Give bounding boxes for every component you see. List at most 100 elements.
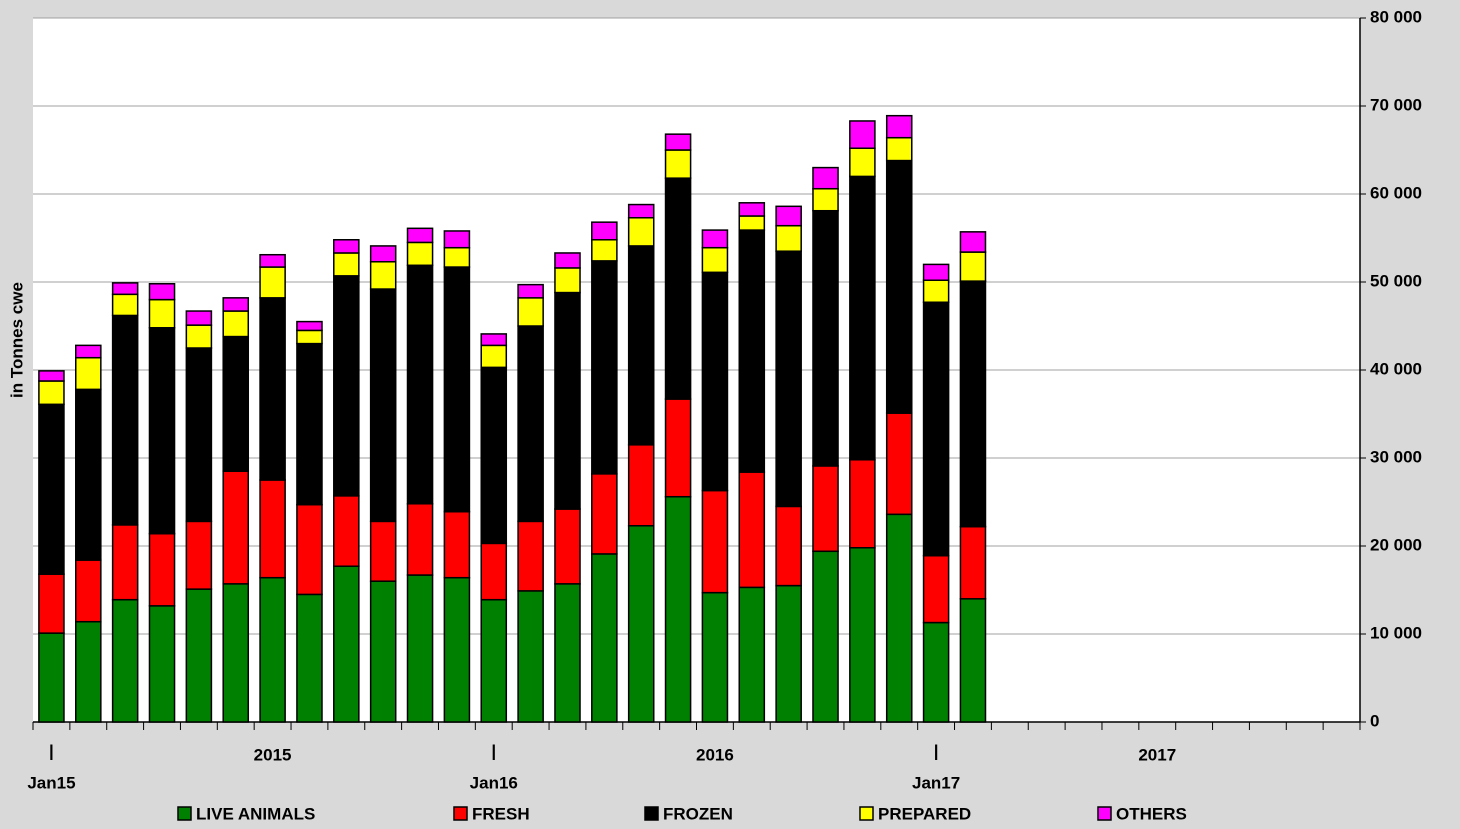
bar-segment: [701, 246, 729, 274]
bar-segment: [738, 586, 766, 723]
bar-segment: [627, 525, 655, 723]
bar-segment: [369, 261, 397, 290]
bar-segment: [664, 133, 692, 151]
bar-segment: [812, 209, 839, 467]
bar-segment: [222, 335, 250, 472]
bar-segment: [701, 271, 729, 492]
bar-segment: [296, 320, 323, 332]
legend-label: LIVE ANIMALS: [196, 804, 315, 823]
bar-segment: [554, 583, 581, 723]
bar-segment: [406, 264, 434, 505]
bar-segment: [627, 203, 655, 219]
bar-segment: [333, 239, 360, 254]
y-tick-label: 40 000: [1370, 359, 1422, 378]
bar-segment: [627, 245, 655, 446]
bar-segment: [922, 554, 950, 624]
bar-segment: [406, 227, 434, 244]
y-tick-label: 80 000: [1370, 7, 1422, 26]
bar-segment: [38, 632, 65, 723]
bar-segment: [111, 314, 139, 526]
bar-segment: [517, 283, 544, 299]
bar-segment: [517, 590, 544, 723]
bar-segment: [775, 250, 802, 508]
bar-segment: [222, 583, 250, 723]
bar-segment: [664, 495, 692, 723]
bar-segment: [75, 356, 102, 391]
bar-segment: [554, 508, 581, 585]
bar-segment: [959, 525, 987, 600]
y-tick-label: 60 000: [1370, 183, 1422, 202]
bar-segment: [849, 459, 876, 549]
bar-segment: [148, 298, 176, 329]
bar-segment: [591, 221, 618, 241]
year-label: 2015: [254, 745, 292, 764]
bar-segment: [480, 366, 508, 545]
y-tick-label: 70 000: [1370, 95, 1422, 114]
bar-segment: [959, 251, 987, 282]
bar-segment: [38, 403, 65, 575]
bar-segment: [185, 310, 213, 326]
bar-segment: [38, 380, 65, 406]
bar-segment: [443, 230, 471, 249]
bar-segment: [259, 576, 286, 723]
bar-segment: [922, 621, 950, 723]
y-tick-label: 30 000: [1370, 447, 1422, 466]
bar-segment: [296, 593, 323, 723]
bar-segment: [664, 177, 692, 400]
bar-segment: [111, 598, 139, 723]
bar-segment: [75, 344, 102, 359]
bar-segment: [812, 465, 839, 553]
period-marker: |: [491, 741, 496, 760]
bar-segment: [75, 559, 102, 623]
bar-segment: [443, 510, 471, 579]
bar-segment: [406, 574, 434, 723]
legend-label: FROZEN: [663, 804, 733, 823]
bar-segment: [480, 333, 508, 347]
legend-swatch: [453, 806, 468, 821]
legend-label: FRESH: [472, 804, 530, 823]
bar-segment: [259, 479, 286, 579]
bar-segment: [259, 253, 286, 268]
y-tick-label: 0: [1370, 711, 1379, 730]
y-tick-label: 50 000: [1370, 271, 1422, 290]
bar-segment: [480, 344, 508, 369]
legend-label: OTHERS: [1116, 804, 1187, 823]
bar-segment: [369, 580, 397, 723]
bar-segment: [480, 598, 508, 723]
bar-segment: [38, 573, 65, 634]
bar-segment: [664, 149, 692, 179]
bar-segment: [885, 136, 913, 162]
bar-segment: [849, 147, 876, 178]
bar-segment: [185, 347, 213, 523]
bar-segment: [738, 229, 766, 473]
bar-segment: [959, 231, 987, 253]
y-tick-label: 20 000: [1370, 535, 1422, 554]
bar-segment: [922, 301, 950, 557]
bar-segment: [738, 471, 766, 589]
bar-segment: [111, 293, 139, 317]
bar-segment: [812, 187, 839, 212]
bar-segment: [554, 267, 581, 294]
legend-swatch: [859, 806, 874, 821]
bar-segment: [701, 489, 729, 594]
bar-segment: [738, 202, 766, 217]
bar-segment: [443, 246, 471, 268]
bar-segment: [480, 542, 508, 601]
year-label: 2016: [696, 745, 734, 764]
legend-label: PREPARED: [878, 804, 971, 823]
bar-segment: [812, 166, 839, 190]
bar-segment: [591, 239, 618, 262]
legend-swatch: [177, 806, 192, 821]
bar-segment: [849, 547, 876, 723]
bar-segment: [885, 412, 913, 516]
bar-segment: [369, 288, 397, 523]
bar-segment: [885, 513, 913, 723]
y-tick-label: 10 000: [1370, 623, 1422, 642]
bar-segment: [959, 598, 987, 723]
bar-segment: [75, 388, 102, 561]
bar-segment: [259, 266, 286, 299]
bar-segment: [406, 241, 434, 267]
bar-segment: [812, 550, 839, 723]
bar-segment: [849, 175, 876, 461]
bar-segment: [701, 591, 729, 723]
